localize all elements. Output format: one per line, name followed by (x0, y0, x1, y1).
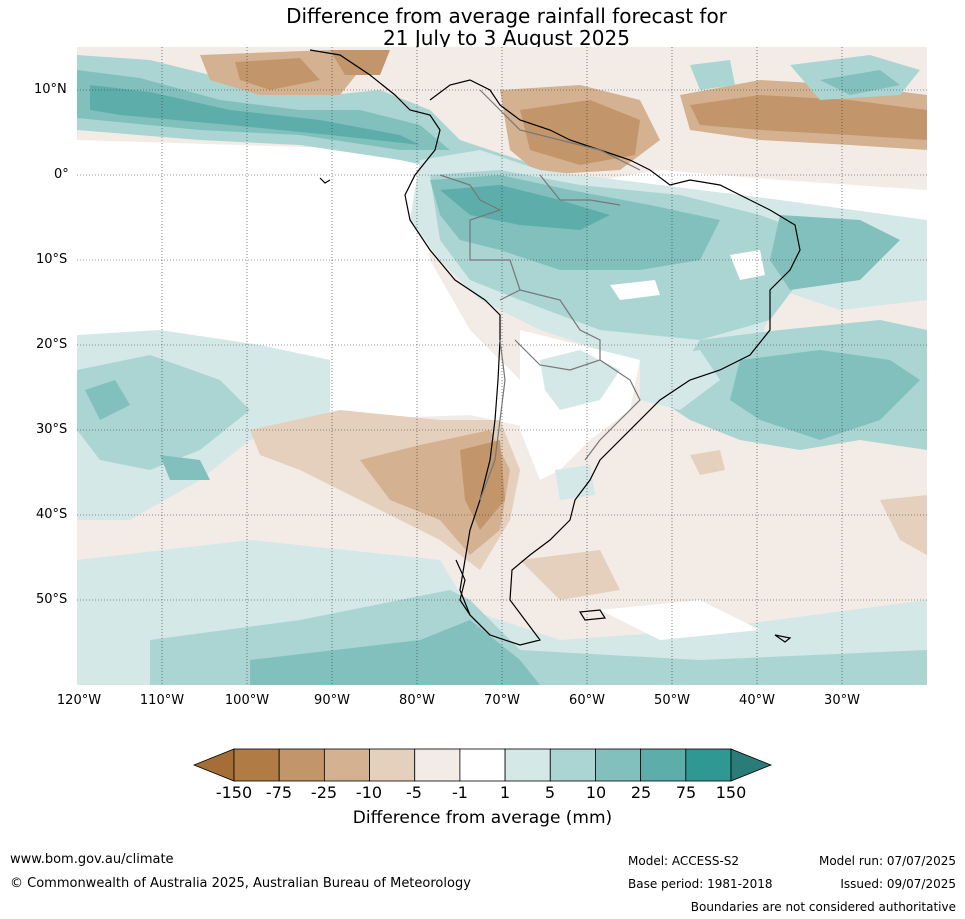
lon-label-60w: 60°W (569, 693, 605, 708)
footer-url: www.bom.gov.au/climate (10, 852, 174, 867)
lon-label-120w: 120°W (56, 693, 102, 708)
rainfall-map (77, 47, 927, 685)
footer-model: Model: ACCESS-S2 (628, 854, 740, 868)
colorbar-segment (369, 748, 416, 782)
colorbar-segment (323, 748, 370, 782)
lat-label-30s: 30°S (36, 422, 68, 437)
colorbar-tick: -5 (406, 783, 422, 802)
colorbar-segment (549, 748, 596, 782)
footer-issued: Issued: 09/07/2025 (840, 877, 956, 891)
lat-label-50s: 50°S (36, 592, 68, 607)
colorbar-tick: 25 (630, 783, 652, 802)
colorbar-segment (233, 748, 280, 782)
lat-label-10n: 10°N (34, 82, 67, 97)
colorbar-tick: -75 (265, 783, 293, 802)
colorbar-segment (685, 748, 732, 782)
colorbar-label: Difference from average (mm) (352, 808, 613, 828)
country-borders (439, 89, 641, 501)
footer-copyright: © Commonwealth of Australia 2025, Austra… (10, 876, 471, 891)
colorbar-tick: 75 (675, 783, 697, 802)
map-title-line1: Difference from average rainfall forecas… (286, 4, 727, 28)
colorbar-segment (595, 748, 642, 782)
colorbar-segment (640, 748, 687, 782)
colorbar-tick: 150 (715, 783, 747, 802)
colorbar-segment (459, 748, 506, 782)
colorbar-tick: -150 (215, 783, 253, 802)
coastlines (309, 49, 801, 646)
lon-label-110w: 110°W (139, 693, 185, 708)
lat-label-0: 0° (54, 167, 69, 182)
colorbar-tick: -10 (355, 783, 383, 802)
colorbar-segment (414, 748, 461, 782)
colorbar-segment (278, 748, 325, 782)
colorbar-arrow-right (730, 748, 773, 782)
lat-label-20s: 20°S (36, 337, 68, 352)
colorbar-tick: 10 (585, 783, 607, 802)
lon-label-100w: 100°W (224, 693, 270, 708)
colorbar-tick: 5 (544, 783, 556, 802)
map-gridlines (77, 47, 927, 685)
lon-label-30w: 30°W (824, 693, 860, 708)
colorbar-segment (504, 748, 551, 782)
colorbar-tick: 1 (499, 783, 511, 802)
colorbar-tick: -1 (452, 783, 468, 802)
colorbar-arrow-left (192, 748, 235, 782)
lon-label-50w: 50°W (654, 693, 690, 708)
lon-label-40w: 40°W (739, 693, 775, 708)
lat-label-10s: 10°S (36, 252, 68, 267)
lon-label-70w: 70°W (484, 693, 520, 708)
colorbar-tick: -25 (310, 783, 338, 802)
lon-label-80w: 80°W (399, 693, 435, 708)
footer-disclaimer: Boundaries are not considered authoritat… (690, 900, 956, 914)
map-title-line2: 21 July to 3 August 2025 (383, 26, 630, 50)
lat-label-40s: 40°S (36, 507, 68, 522)
footer-base-period: Base period: 1981-2018 (628, 877, 773, 891)
footer-model-run: Model run: 07/07/2025 (818, 854, 956, 868)
lon-label-90w: 90°W (314, 693, 350, 708)
